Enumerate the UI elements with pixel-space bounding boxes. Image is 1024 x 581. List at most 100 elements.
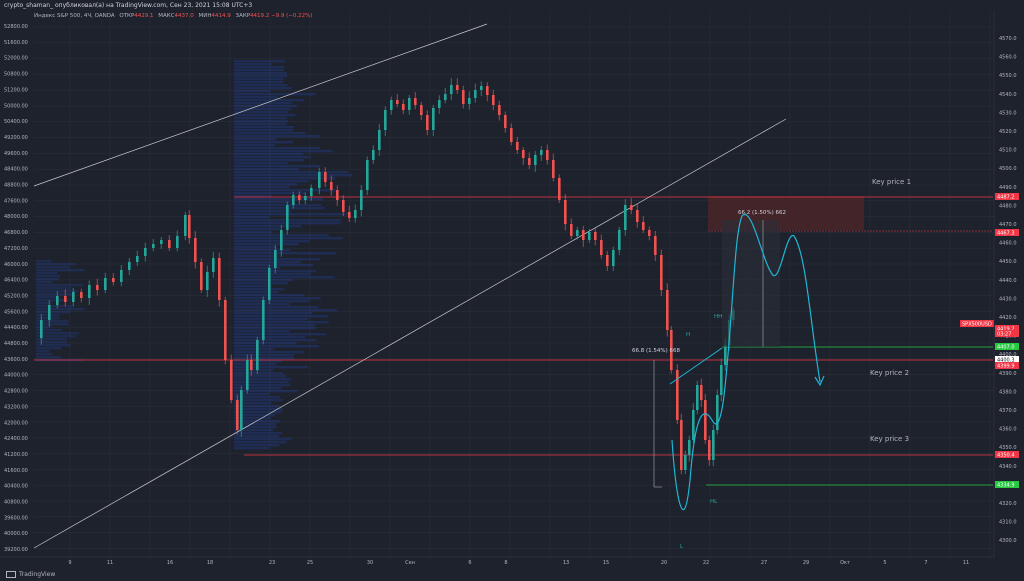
candle — [360, 185, 363, 217]
candle — [720, 358, 723, 402]
candle — [708, 435, 711, 466]
candle — [40, 313, 43, 345]
candle — [136, 250, 139, 266]
left-axis-label: 48000.00 — [4, 214, 28, 220]
candle — [280, 224, 283, 257]
right-axis-label: 4550.0 — [999, 73, 1017, 79]
candle — [56, 291, 59, 309]
left-axis-label: 45200.00 — [4, 293, 28, 299]
candle — [396, 93, 399, 108]
right-axis-label: 4500.0 — [999, 166, 1017, 172]
right-axis-label: 4400.0 — [999, 352, 1017, 358]
candle — [462, 85, 465, 109]
right-axis-label: 4490.0 — [999, 185, 1017, 191]
left-axis-label: 48800.00 — [4, 183, 28, 189]
legend-open-value: 4429.1 — [134, 13, 154, 19]
left-axis-label: 41200.00 — [4, 452, 28, 458]
footer-brand[interactable]: TradingView — [19, 571, 56, 578]
candle — [372, 145, 375, 164]
candle — [492, 89, 495, 111]
candle — [342, 195, 345, 217]
left-axis-label: 50000.00 — [4, 103, 28, 109]
time-axis-label: 20 — [661, 560, 667, 566]
price-tag: 4487.2 — [995, 193, 1019, 201]
candle — [310, 184, 313, 201]
svg-text:4334.9: 4334.9 — [997, 483, 1015, 489]
wave-label-hh: HH — [714, 314, 722, 320]
candle — [564, 194, 567, 231]
candle — [576, 226, 579, 240]
price-tag: 4467.3 — [995, 229, 1019, 237]
right-axis-label: 4530.0 — [999, 110, 1017, 116]
candle — [168, 235, 171, 252]
candle — [546, 144, 549, 165]
candle — [456, 78, 459, 94]
candlesticks — [40, 78, 735, 475]
right-axis-label: 4460.0 — [999, 241, 1017, 247]
candle — [330, 175, 333, 196]
footer-bar: TradingView — [0, 568, 1024, 581]
time-axis-label: 29 — [803, 560, 809, 566]
legend-low-value: 4414.9 — [211, 13, 231, 19]
candle — [420, 101, 423, 120]
legend-high-value: 4437.0 — [174, 13, 194, 19]
candle — [72, 288, 75, 306]
svg-text:4399.9: 4399.9 — [997, 364, 1015, 370]
candle — [450, 78, 453, 101]
candle — [670, 326, 673, 374]
left-axis-label: 49200.00 — [4, 135, 28, 141]
svg-text:4487.2: 4487.2 — [997, 195, 1015, 201]
left-axis-label: 44800.00 — [4, 341, 28, 347]
left-axis-label: 42400.00 — [4, 436, 28, 442]
candle — [688, 435, 691, 462]
candle — [336, 185, 339, 206]
right-axis-label: 4380.0 — [999, 389, 1017, 395]
right-axis-label: 4540.0 — [999, 92, 1017, 98]
left-axis-label: 43600.00 — [4, 357, 28, 363]
candle — [522, 146, 525, 165]
candle — [558, 174, 561, 204]
candle — [256, 336, 259, 374]
right-axis-label: 4390.0 — [999, 371, 1017, 377]
channel-upper-line — [33, 23, 488, 187]
wave-label-h: H — [686, 332, 690, 338]
candle — [236, 394, 239, 435]
price-tag: SPX500USD — [960, 320, 994, 328]
left-axis-label: 46000.00 — [4, 262, 28, 268]
price-tags: 4487.24467.3SPX500USD4419.203:274407.044… — [960, 193, 1019, 489]
channel-lower-line — [33, 118, 787, 549]
candle — [696, 380, 699, 415]
time-axis-label: Сен — [405, 560, 415, 566]
candle — [486, 82, 489, 102]
candle — [704, 393, 707, 444]
candle — [712, 424, 715, 467]
candle — [534, 151, 537, 172]
left-axis-label: 46400.00 — [4, 278, 28, 284]
time-axis-label: 30 — [367, 560, 373, 566]
candle — [184, 211, 187, 241]
candle — [630, 198, 633, 215]
measure-right-label: 66.2 (1.50%) 662 — [738, 210, 786, 216]
left-axis-label: 44400.00 — [4, 325, 28, 331]
candle — [540, 146, 543, 161]
candle — [64, 289, 67, 307]
legend-close-value: 4419.2 — [250, 13, 270, 19]
candle — [432, 104, 435, 137]
left-axis-label: 47200.00 — [4, 246, 28, 252]
right-axis-label: 4560.0 — [999, 55, 1017, 61]
candle — [390, 96, 393, 115]
candle — [570, 218, 573, 240]
time-axis-label: 23 — [269, 560, 275, 566]
candle — [120, 265, 123, 287]
left-axis-label: 44000.00 — [4, 373, 28, 379]
candle — [700, 378, 703, 407]
candle — [194, 231, 197, 269]
time-axis-label: 9 — [68, 560, 71, 566]
candle — [206, 265, 209, 297]
candle — [298, 191, 301, 205]
right-axis-label: 4450.0 — [999, 259, 1017, 265]
right-price-axis: 4570.0 4560.0 4550.0 4540.0 4530.0 4520.0 4510… — [999, 36, 1017, 544]
legend-high-label: МАКС — [158, 13, 175, 19]
tradingview-logo-icon — [6, 571, 16, 578]
